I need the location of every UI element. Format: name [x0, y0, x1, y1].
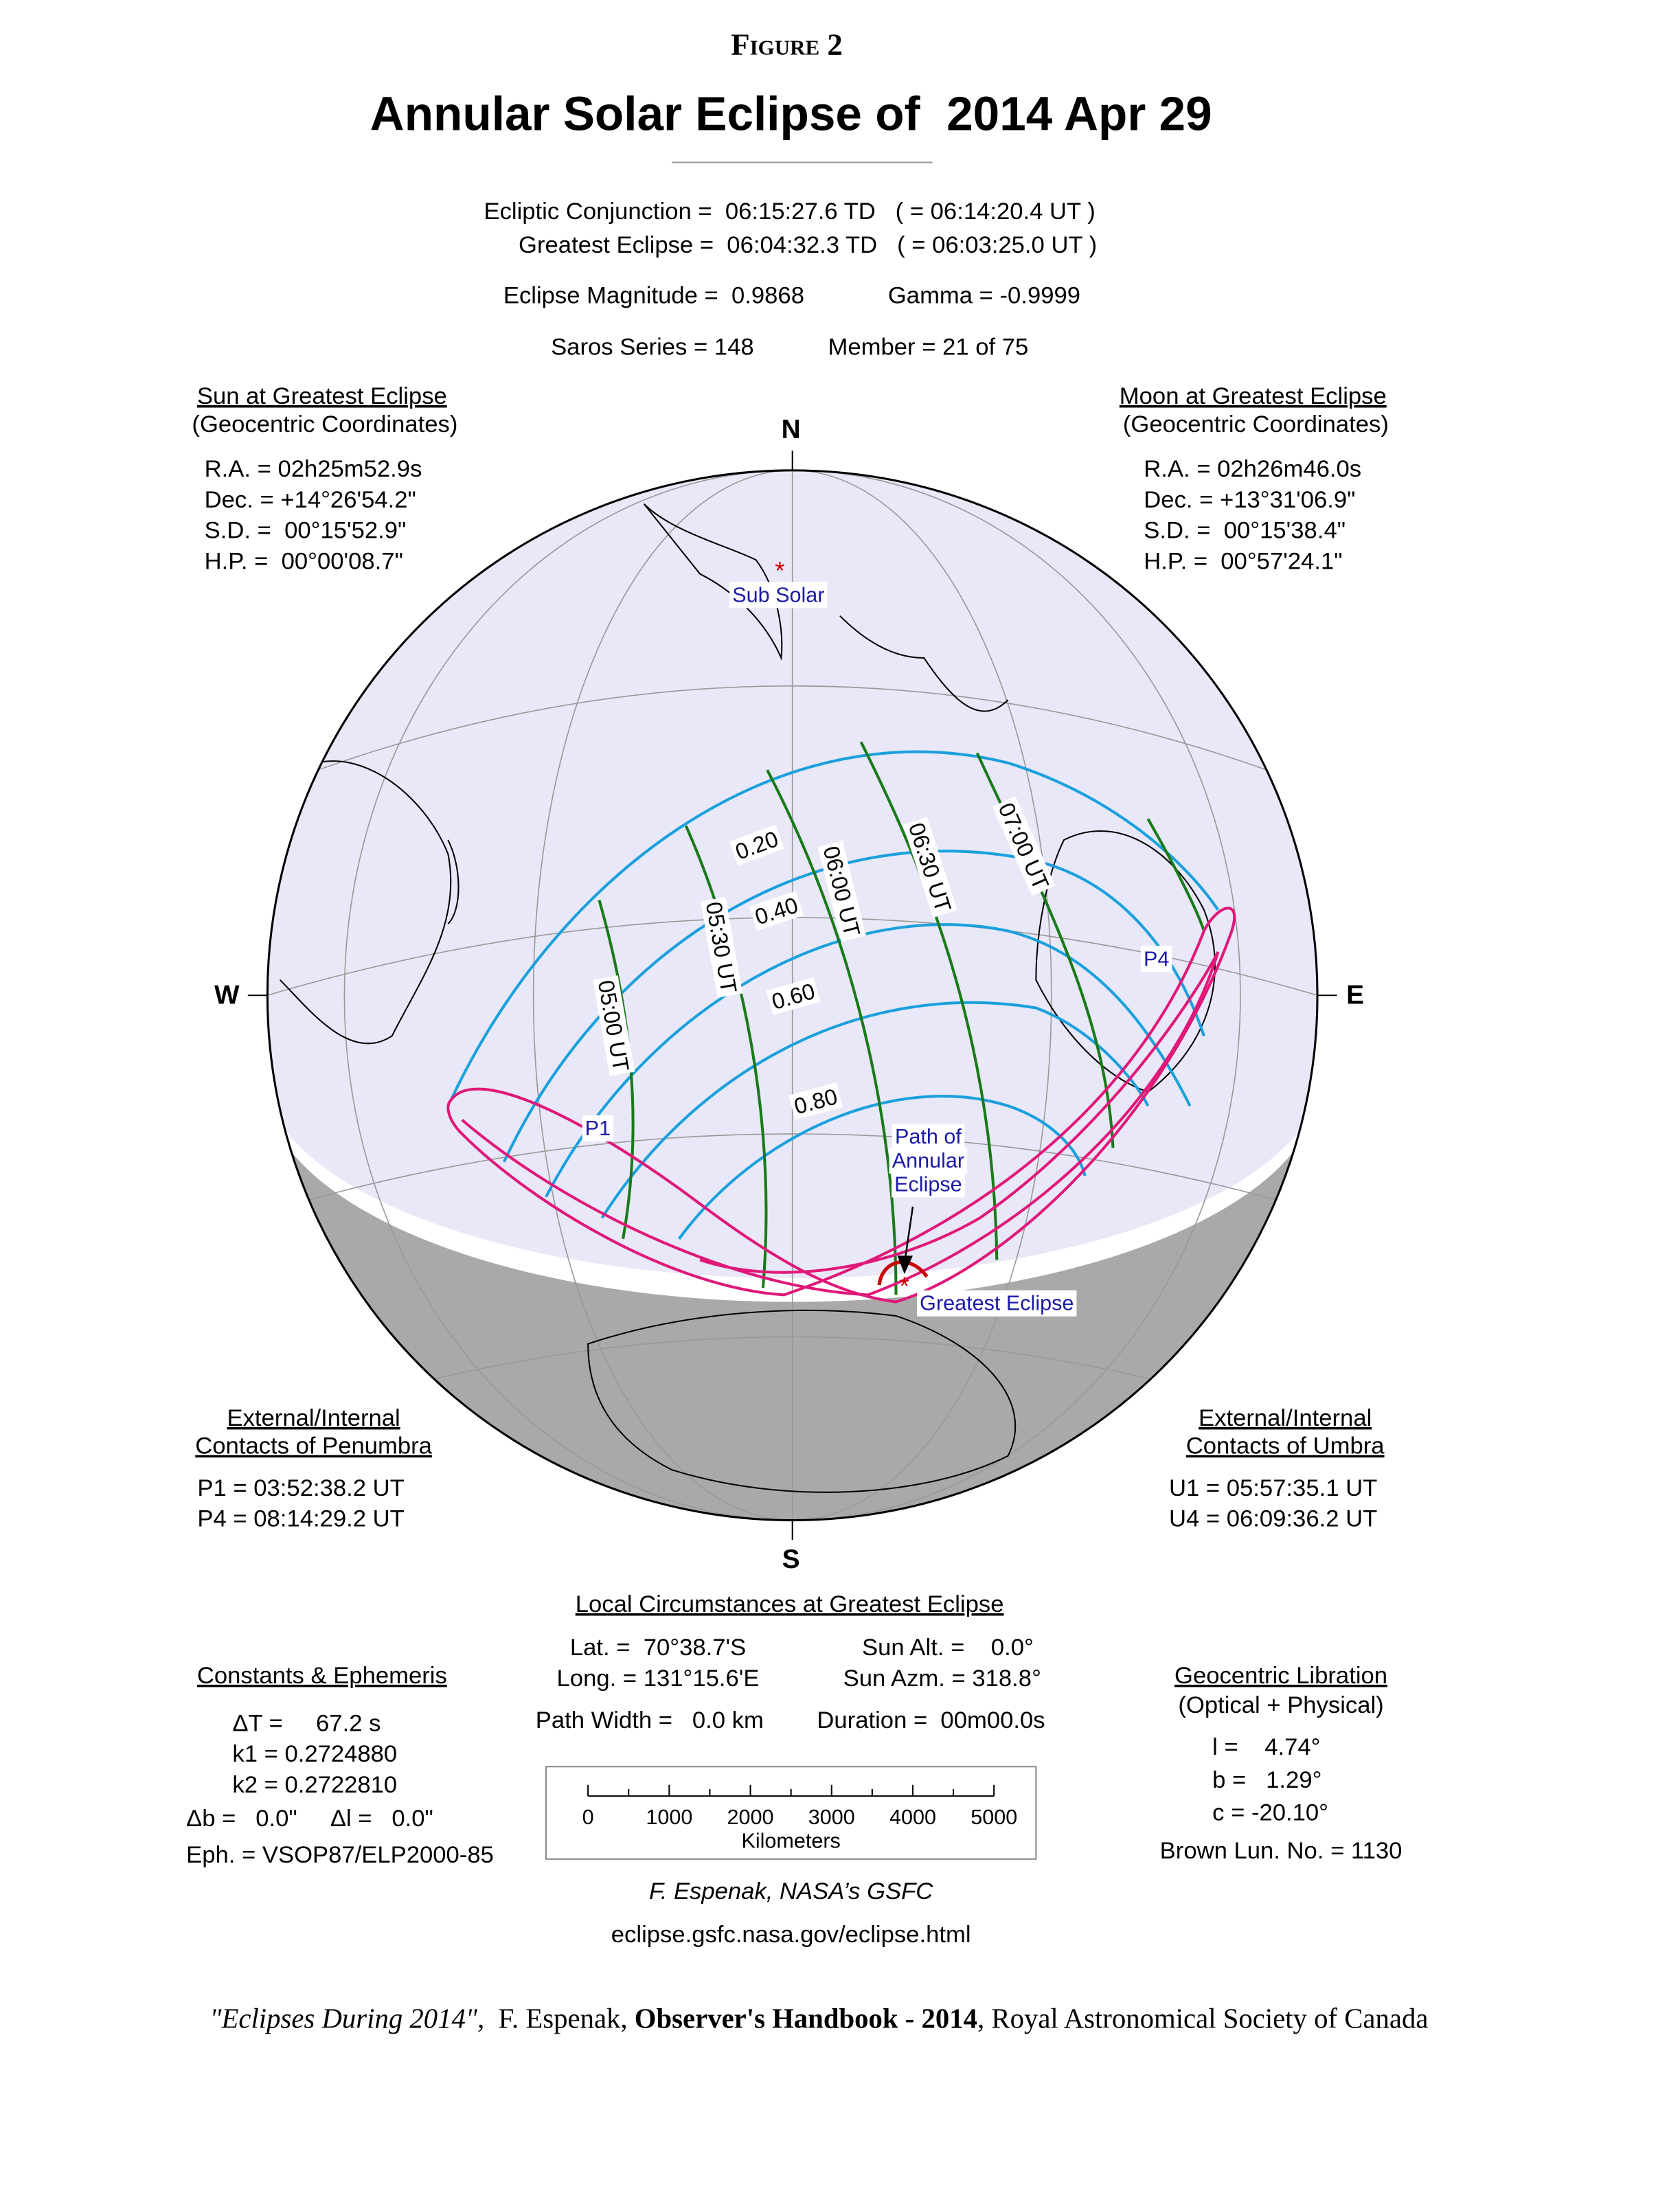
time-label-bg — [593, 975, 635, 1076]
penumbra-line: P4 = 08:14:29.2 UT — [197, 1506, 404, 1532]
libration-line: c = -20.10° — [1212, 1800, 1328, 1826]
umbra-line: U1 = 05:57:35.1 UT — [1169, 1475, 1377, 1501]
moon-line: R.A. = 02h26m46.0s — [1144, 456, 1361, 482]
path-label: Path of — [895, 1125, 962, 1148]
moon-line: Dec. = +13°31'06.9" — [1144, 487, 1355, 513]
local-line: Long. = 131°15.6'E — [557, 1665, 760, 1692]
sun-line: R.A. = 02h25m52.9s — [205, 456, 422, 482]
umbra-title: Contacts of Umbra — [1186, 1433, 1385, 1459]
sun-line: H.P. = 00°00'08.7" — [205, 549, 403, 575]
local-line: Path Width = 0.0 km — [536, 1707, 764, 1733]
sub-solar-label: Sub Solar — [732, 583, 824, 606]
path-label: Eclipse — [894, 1172, 962, 1196]
sun-line: S.D. = 00°15'52.9" — [205, 518, 407, 544]
footer-part: Observer's Handbook - 2014 — [635, 2003, 977, 2034]
constants-line: k1 = 0.2724880 — [232, 1741, 397, 1767]
compass-north: N — [782, 415, 801, 444]
scale-label: 3000 — [808, 1806, 855, 1829]
path-label-bg — [892, 1171, 965, 1198]
time-label-bg — [992, 796, 1056, 896]
scale-label: 2000 — [727, 1806, 774, 1829]
credit-author: F. Espenak, NASA’s GSFC — [649, 1878, 933, 1904]
greatest-eclipse-label-bg — [917, 1290, 1077, 1317]
path-arrow — [903, 1206, 914, 1264]
scale-unit: Kilometers — [741, 1829, 840, 1852]
brown-number: Brown Lun. No. = 1130 — [1160, 1838, 1403, 1864]
p4-label: P4 — [1144, 947, 1169, 970]
constants-line: Eph. = VSOP87/ELP2000-85 — [186, 1842, 494, 1868]
local-title: Local Circumstances at Greatest Eclipse — [576, 1591, 1004, 1617]
p1-label-bg — [582, 1115, 614, 1141]
penumbra-line: P1 = 03:52:38.2 UT — [197, 1475, 404, 1501]
compass-south: S — [782, 1545, 800, 1574]
penumbra-title: Contacts of Penumbra — [195, 1433, 432, 1459]
libration-title: Geocentric Libration — [1174, 1663, 1387, 1689]
footer-part: , Royal Astronomical Society of Canada — [977, 2003, 1428, 2034]
local-line: Duration = 00m00.0s — [817, 1707, 1045, 1733]
moon-line: S.D. = 00°15'38.4" — [1144, 518, 1346, 544]
greatest-eclipse-marker: * — [900, 1272, 909, 1300]
penumbra-title: External/Internal — [227, 1405, 400, 1431]
libration-subtitle: (Optical + Physical) — [1178, 1692, 1383, 1718]
summary-line: Gamma = -0.9999 — [888, 282, 1080, 308]
sub-solar-label-bg — [729, 582, 828, 609]
p1-label: P1 — [585, 1117, 611, 1140]
libration-line: l = 4.74° — [1212, 1734, 1320, 1760]
scale-label: 0 — [582, 1806, 594, 1829]
magnitude-label-bg — [749, 891, 804, 931]
moon-title: Moon at Greatest Eclipse — [1120, 383, 1387, 409]
constants-line: ΔT = 67.2 s — [232, 1710, 381, 1736]
scale-label: 5000 — [970, 1806, 1017, 1829]
summary-line: Saros Series = 148 — [551, 334, 754, 361]
time-label-bg — [903, 817, 957, 918]
sun-subtitle: (Geocentric Coordinates) — [192, 411, 457, 437]
umbra-title: External/Internal — [1199, 1405, 1372, 1431]
local-line: Sun Azm. = 318.8° — [843, 1665, 1041, 1692]
magnitude-label-bg — [766, 977, 821, 1016]
scale-label: 4000 — [889, 1806, 936, 1829]
scale-box — [545, 1766, 1037, 1860]
local-line: Sun Alt. = 0.0° — [862, 1635, 1034, 1661]
coastlines — [279, 503, 1216, 1493]
magnitude-label-bg — [788, 1082, 843, 1120]
sun-title: Sun at Greatest Eclipse — [197, 383, 447, 409]
summary-line: Ecliptic Conjunction = 06:15:27.6 TD ( =… — [484, 198, 1095, 225]
constants-line: Δb = 0.0" Δl = 0.0" — [186, 1806, 433, 1832]
path-label-bg — [889, 1147, 968, 1174]
path-label: Annular — [892, 1149, 964, 1172]
sun-line: Dec. = +14°26'54.2" — [205, 487, 416, 513]
penumbral-limits — [446, 907, 1236, 1304]
scale-label: 1000 — [646, 1806, 692, 1829]
credit-url: eclipse.gsfc.nasa.gov/eclipse.html — [611, 1922, 971, 1948]
moon-subtitle: (Geocentric Coordinates) — [1123, 411, 1389, 437]
path-arrow-head — [897, 1255, 913, 1274]
moon-line: H.P. = 00°57'24.1" — [1144, 549, 1342, 575]
magnitude-label-bg — [729, 824, 784, 866]
summary-line: Eclipse Magnitude = 0.9868 — [503, 282, 804, 308]
compass-west: W — [214, 980, 240, 1010]
sub-solar-marker: * — [775, 556, 784, 584]
central-path — [877, 1260, 929, 1286]
figure-label: Figure 2 — [731, 27, 843, 62]
compass-ticks — [247, 451, 1337, 1540]
summary-line: Greatest Eclipse = 06:04:32.3 TD ( = 06:… — [519, 232, 1097, 258]
summary-line: Member = 21 of 75 — [828, 334, 1029, 361]
title: Annular Solar Eclipse of 2014 Apr 29 — [370, 87, 1212, 141]
constants-title: Constants & Ephemeris — [197, 1663, 447, 1689]
footer-part: F. Espenak, — [484, 2003, 635, 2034]
libration-line: b = 1.29° — [1212, 1767, 1321, 1793]
time-label-bg — [700, 897, 743, 998]
path-label-bg — [892, 1124, 965, 1150]
footer: "Eclipses During 2014", F. Espenak, Obse… — [209, 2003, 1428, 2034]
compass-east: E — [1346, 980, 1364, 1010]
local-line: Lat. = 70°38.7'S — [570, 1635, 746, 1661]
footer-part: "Eclipses During 2014", — [209, 2003, 484, 2034]
p4-label-bg — [1140, 946, 1172, 973]
constants-line: k2 = 0.2722810 — [232, 1772, 397, 1798]
time-label-bg — [817, 841, 866, 942]
umbra-line: U4 = 06:09:36.2 UT — [1169, 1506, 1377, 1532]
greatest-eclipse-label: Greatest Eclipse — [920, 1292, 1074, 1315]
